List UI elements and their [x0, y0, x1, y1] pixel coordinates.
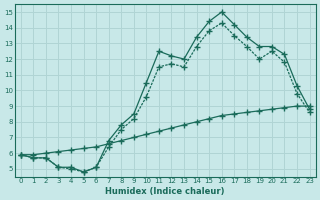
X-axis label: Humidex (Indice chaleur): Humidex (Indice chaleur) [106, 187, 225, 196]
